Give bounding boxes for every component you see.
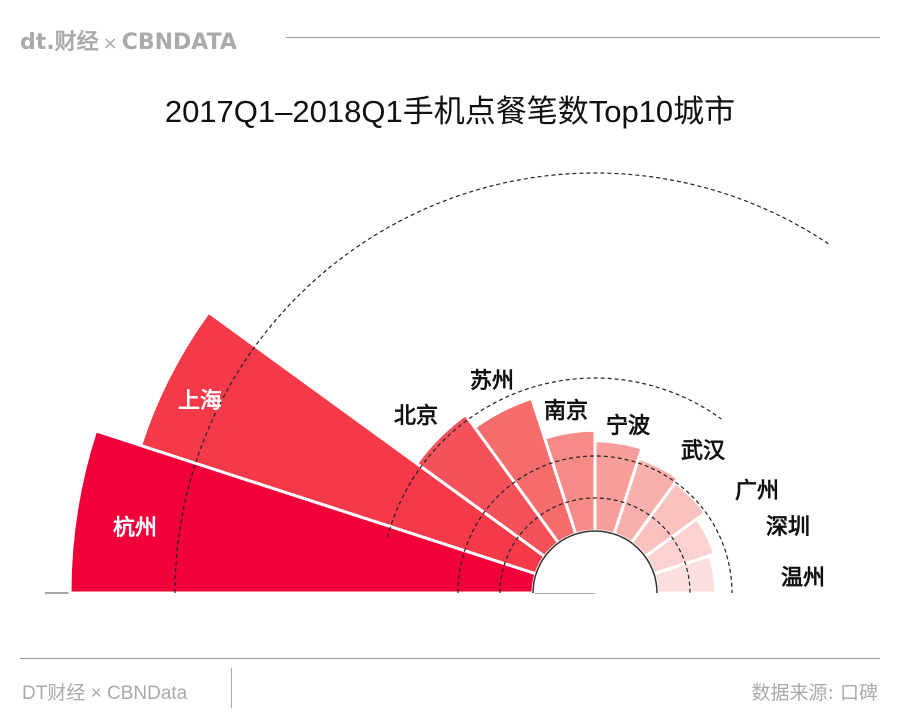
header-rule	[286, 37, 880, 38]
data-source: 数据来源: 口碑	[751, 682, 878, 704]
footer-divider	[231, 668, 232, 708]
category-label: 南京	[544, 398, 588, 424]
grid-arc-2	[457, 455, 733, 594]
category-label: 广州	[735, 478, 779, 504]
footer-rule	[20, 658, 880, 659]
category-label: 武汉	[681, 439, 726, 464]
brand-logo: dt.财经 × CBNDATA	[20, 24, 237, 56]
category-label: 苏州	[470, 368, 514, 394]
category-label: 上海	[178, 388, 222, 414]
category-label: 杭州	[113, 515, 157, 541]
logo-dt: dt.财经	[20, 30, 99, 55]
chart-title: 2017Q1–2018Q1手机点餐笔数Top10城市	[164, 94, 736, 129]
footer-brand: DT财经 × CBNData	[22, 683, 188, 704]
logo-cbn: CBNDATA	[121, 30, 237, 55]
category-label: 宁波	[606, 413, 651, 439]
grid-arc-4	[174, 172, 831, 594]
category-label: 深圳	[766, 515, 810, 540]
logo-separator: ×	[102, 33, 118, 54]
inner-hub	[532, 530, 658, 594]
grid-arc-1	[499, 497, 691, 594]
category-label: 北京	[394, 403, 438, 429]
category-label: 温州	[781, 566, 825, 591]
